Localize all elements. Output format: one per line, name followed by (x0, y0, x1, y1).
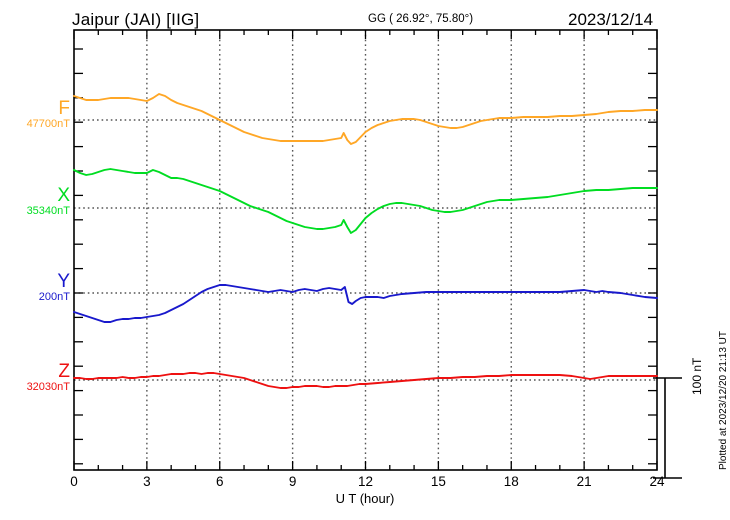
geographic-coordinates: GG ( 26.92°, 75.80°) (368, 13, 474, 25)
component-baselines (74, 119, 657, 381)
station-title: Jaipur (JAI) [IIG] (72, 10, 200, 29)
plot-frame (73, 29, 658, 471)
x-tick-0: 0 (70, 474, 78, 489)
component-label-z: Z 32030nT (0, 362, 70, 394)
component-label-x: X 35340nT (0, 186, 70, 218)
plotted-timestamp: Plotted at 2023/12/20 21:13 UT (718, 331, 729, 470)
component-symbol-x: X (57, 185, 70, 206)
scale-bar-label: 100 nT (690, 357, 704, 395)
component-symbol-f: F (58, 98, 70, 119)
scale-bar (653, 377, 682, 479)
observation-date: 2023/12/14 (568, 10, 654, 29)
component-label-y: Y 200nT (0, 272, 70, 304)
x-tick-9: 9 (288, 474, 297, 489)
component-symbol-z: Z (58, 361, 70, 382)
x-tick-6: 6 (215, 474, 224, 489)
x-tick-3: 3 (143, 474, 151, 489)
axis-ticks (73, 30, 658, 470)
component-baseline-x: 35340nT (26, 205, 70, 217)
component-baseline-f: 47700nT (26, 118, 70, 130)
component-baseline-z: 32030nT (26, 381, 70, 393)
gridlines (146, 30, 585, 470)
x-tick-12: 12 (357, 474, 374, 489)
x-tick-15: 15 (430, 474, 446, 489)
component-baseline-y: 200nT (38, 291, 70, 303)
component-label-f: F 47700nT (0, 99, 70, 131)
x-axis-label: U T (hour) (335, 491, 395, 506)
component-traces (73, 93, 658, 389)
x-tick-21: 21 (576, 474, 592, 489)
x-tick-24: 24 (649, 474, 665, 489)
x-tick-18: 18 (503, 474, 519, 489)
component-symbol-y: Y (57, 271, 70, 292)
